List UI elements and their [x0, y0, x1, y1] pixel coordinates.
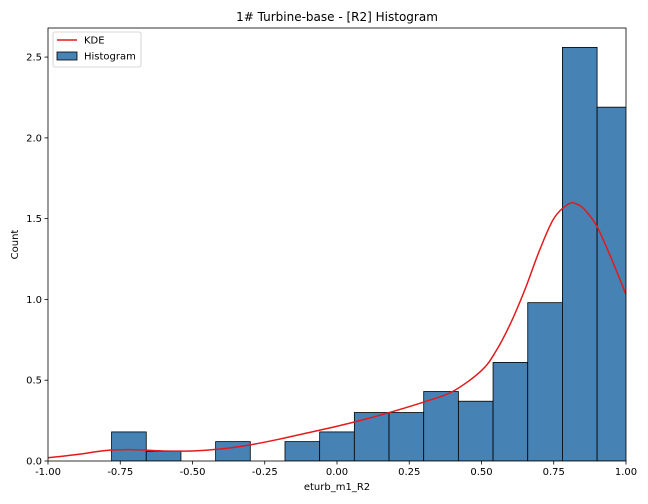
x-tick-label: 0.00 — [326, 467, 348, 478]
y-tick-label: 0.0 — [26, 457, 42, 468]
y-axis-ticks: 0.0 0.5 1.0 1.5 2.0 2.5 — [26, 53, 48, 468]
x-axis-ticks: -1.00 -0.75 -0.50 -0.25 0.00 0.25 0.50 0.75 1.00 — [35, 461, 637, 478]
kde-line — [48, 202, 626, 459]
histogram-bar — [492, 362, 529, 461]
histogram-bar — [353, 412, 390, 461]
y-axis-label: Count — [10, 230, 21, 260]
histogram-bar — [215, 441, 251, 461]
legend-histogram-swatch — [56, 51, 78, 61]
y-tick-label: 1.5 — [26, 214, 42, 225]
y-tick-label: 2.0 — [26, 133, 42, 144]
legend-label: KDE — [84, 36, 105, 47]
x-tick-label: 0.25 — [398, 467, 420, 478]
y-tick-label: 1.0 — [26, 295, 42, 306]
histogram-bar — [145, 450, 182, 461]
legend-label: Histogram — [84, 52, 136, 63]
histogram-bar — [457, 400, 494, 461]
y-tick-label: 0.5 — [26, 376, 42, 387]
histogram-bar — [596, 106, 626, 461]
x-tick-label: 0.75 — [543, 467, 565, 478]
x-axis-label: eturb_m1_R2 — [304, 482, 370, 493]
histogram-bars — [111, 46, 626, 461]
histogram-bar — [388, 412, 425, 461]
x-tick-label: 0.50 — [470, 467, 492, 478]
x-tick-label: -0.50 — [180, 467, 206, 478]
x-tick-label: 1.00 — [615, 467, 637, 478]
histogram-bar — [562, 46, 598, 461]
histogram-bar — [111, 431, 147, 461]
kde-layer — [48, 202, 626, 459]
y-tick-label: 2.5 — [26, 53, 42, 64]
x-tick-label: -0.75 — [107, 467, 133, 478]
histogram-bar — [284, 441, 321, 461]
x-tick-label: -0.25 — [252, 467, 278, 478]
histogram-bar — [319, 431, 355, 461]
histogram-bar — [527, 302, 563, 461]
x-tick-label: -1.00 — [35, 467, 61, 478]
histogram-bar — [423, 391, 459, 461]
chart-title: 1# Turbine-base - [R2] Histogram — [236, 10, 438, 24]
legend: KDE Histogram — [52, 31, 142, 68]
